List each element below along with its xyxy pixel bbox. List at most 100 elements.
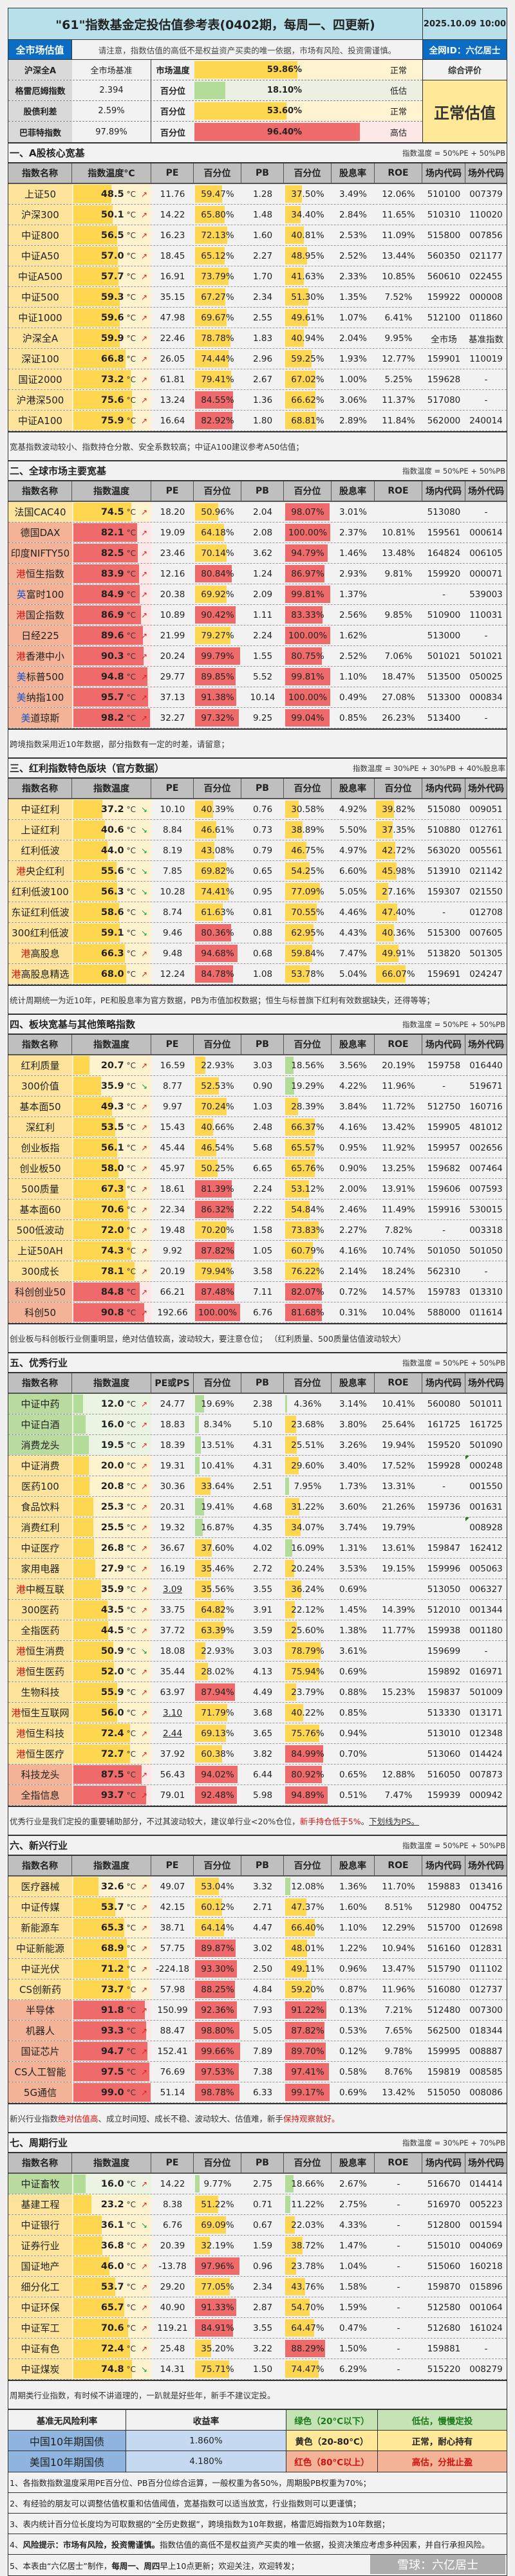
column-header[interactable]: 指数温度: [72, 1856, 151, 1875]
otc-code[interactable]: 014424: [465, 1744, 507, 1764]
exchange-code[interactable]: 513000: [427, 630, 461, 641]
index-row[interactable]: 红利低波 44.0 °C ↘ 8.19 43.08% 0.79 46.75% 4.97% 42.7…: [8, 840, 507, 861]
index-row[interactable]: 中证800 56.5 °C ↗ 16.23 72.13% 1.60 40.81% 2.53% 11…: [8, 225, 507, 246]
column-header[interactable]: 百分位: [194, 779, 241, 798]
otc-code[interactable]: 009051: [465, 799, 507, 819]
exchange-code[interactable]: 563020: [427, 845, 461, 856]
column-header[interactable]: PB: [241, 2153, 284, 2173]
otc-code[interactable]: 110031: [465, 605, 507, 625]
index-row[interactable]: 医疗器械 32.6 °C ↗ 49.07 53.04% 3.32 12.08% 1.36% 11.…: [8, 1876, 507, 1897]
exchange-code[interactable]: 501050: [427, 1245, 461, 1256]
index-row[interactable]: 上证50AH 74.3 °C ↗ 9.92 87.82% 1.05 60.79% 4.16% 10…: [8, 1241, 507, 1261]
otc-code[interactable]: 050025: [465, 667, 507, 687]
exchange-code[interactable]: 516050: [427, 1769, 461, 1780]
index-row[interactable]: 中证传媒 53.7 °C ↗ 42.15 60.12% 2.71 47.37% 1.60% 8.5…: [8, 1897, 507, 1918]
exchange-code[interactable]: 515800: [427, 230, 461, 241]
otc-code[interactable]: -: [465, 1641, 507, 1661]
column-header[interactable]: 场外代码: [468, 486, 504, 497]
otc-code[interactable]: 013416: [465, 1876, 507, 1896]
exchange-code[interactable]: 513400: [427, 712, 461, 723]
column-header[interactable]: 百分位: [284, 1373, 332, 1393]
otc-code[interactable]: 501305: [465, 943, 507, 963]
index-row[interactable]: 英富时100 84.9 °C ↗ 20.38 69.92% 2.09 99.81% 1.37% -…: [8, 584, 507, 605]
index-row[interactable]: 中证医疗 26.8 °C ↗ 36.67 37.60% 4.02 16.09% 1.31% 13.…: [8, 1538, 507, 1559]
index-row[interactable]: 中证500 59.3 °C ↗ 35.15 67.27% 2.34 51.30% 1.35% 7.…: [8, 287, 507, 308]
otc-code[interactable]: 160218: [465, 2256, 507, 2276]
otc-code[interactable]: 008887: [465, 2041, 507, 2061]
index-row[interactable]: 中证煤炭 74.8 °C ↘ 14.31 75.71% 1.50 74.47% 6.29% -51…: [8, 2359, 507, 2380]
otc-code[interactable]: 110020: [465, 205, 507, 225]
exchange-code[interactable]: 510310: [427, 209, 461, 220]
index-row[interactable]: 500质量 67.3 °C ↗ 18.61 81.39% 2.24 53.12% 2.00% 13…: [8, 1179, 507, 1200]
index-row[interactable]: 中证环保 65.7 °C ↗ 40.90 91.33% 2.87 54.70% 1.59% -51…: [8, 2297, 507, 2318]
index-row[interactable]: 港恒生指数 83.9 °C ↗ 12.16 80.84% 1.24 86.97% 2.93% 9.…: [8, 564, 507, 584]
index-row[interactable]: 港中概互联 35.9 °C ↗ 3.09 35.56% 3.55 36.24% 0.69% 513…: [8, 1579, 507, 1600]
otc-code[interactable]: 003318: [465, 1220, 507, 1240]
exchange-code[interactable]: 513820: [427, 948, 461, 959]
exchange-code[interactable]: 159995: [427, 2046, 461, 2057]
exchange-code[interactable]: 560350: [427, 250, 461, 261]
column-header[interactable]: 场外代码: [468, 1861, 504, 1871]
index-row[interactable]: 中证A500 57.7 °C ↗ 16.91 73.79% 1.70 41.63% 2.33% 1…: [8, 266, 507, 287]
column-header[interactable]: PE: [151, 481, 194, 501]
exchange-code[interactable]: 513080: [427, 506, 461, 517]
index-row[interactable]: 300红利低波 59.1 °C ↘ 9.46 80.36% 0.88 62.95% 4.43% 4…: [8, 923, 507, 943]
index-row[interactable]: 中证1000 59.6 °C ↗ 47.98 69.67% 2.55 49.61% 1.07% 6…: [8, 308, 507, 328]
otc-code[interactable]: 005223: [465, 2194, 507, 2214]
otc-code[interactable]: 161725: [465, 1414, 507, 1434]
column-header[interactable]: 百分位: [194, 163, 241, 183]
exchange-code[interactable]: 512980: [427, 1902, 461, 1913]
exchange-code[interactable]: 159682: [427, 1163, 461, 1174]
otc-code[interactable]: 519671: [465, 1076, 507, 1096]
column-header[interactable]: PE: [151, 2153, 194, 2173]
index-row[interactable]: 印度NIFTY50 82.5 °C ↗ 23.46 70.14% 3.62 94.79% 1.4…: [8, 543, 507, 564]
index-row[interactable]: 家用电器 27.9 °C ↗ 16.19 35.46% 2.72 20.24% 3.53% 19.…: [8, 1559, 507, 1579]
index-row[interactable]: 科创50 90.8 °C ↗ 192.66 100.00% 6.76 81.68% 0.31% 1…: [8, 1302, 507, 1323]
index-row[interactable]: 沪港深500 75.6 °C ↗ 13.24 84.55% 1.36 66.62% 3.06% 1…: [8, 390, 507, 411]
exchange-code[interactable]: 501021: [427, 651, 461, 662]
exchange-code[interactable]: 159922: [427, 292, 461, 302]
column-header[interactable]: PB: [241, 1373, 284, 1393]
index-row[interactable]: 中证银行 36.1 °C ↘ 6.76 69.09% 0.67 22.03% 4.33% -512…: [8, 2215, 507, 2236]
otc-code[interactable]: 000071: [465, 564, 507, 584]
index-row[interactable]: 中证有色 72.4 °C ↗ 25.48 35.20% 3.22 88.29% 1.50% -15…: [8, 2339, 507, 2359]
column-header[interactable]: PE: [151, 1035, 194, 1054]
column-header[interactable]: 指数温度: [72, 1035, 151, 1054]
exchange-code[interactable]: 159783: [427, 1286, 461, 1297]
otc-code[interactable]: 007593: [465, 1179, 507, 1199]
column-header[interactable]: 百分位: [194, 1856, 241, 1875]
index-row[interactable]: 机器人 93.3 °C ↗ 88.47 98.80% 5.05 87.82% 0.53% 7.65…: [8, 2021, 507, 2041]
otc-code[interactable]: 001550: [465, 1476, 507, 1496]
exchange-code[interactable]: 562500: [427, 2025, 461, 2036]
exchange-code[interactable]: 159847: [427, 1543, 461, 1553]
column-header[interactable]: ROE: [375, 1373, 422, 1393]
otc-code[interactable]: 011860: [465, 308, 507, 328]
otc-code[interactable]: 001180: [465, 1620, 507, 1640]
exchange-code[interactable]: 159606: [427, 1183, 461, 1194]
exchange-code[interactable]: 159920: [427, 568, 461, 579]
index-row[interactable]: 中证军工 70.6 °C ↗ 119.21 84.91% 3.55 64.47% 0.47% -5…: [8, 2318, 507, 2339]
column-header[interactable]: 百分位: [284, 163, 332, 183]
column-header[interactable]: ROE: [375, 481, 422, 501]
index-row[interactable]: 沪深全A 59.9 °C ↗ 22.46 78.78% 1.83 40.94% 2.04% 9.9…: [8, 328, 507, 349]
exchange-code[interactable]: 513010: [427, 1728, 461, 1739]
exchange-code[interactable]: 512800: [427, 2219, 461, 2230]
otc-code[interactable]: 013171: [465, 1703, 507, 1723]
otc-code[interactable]: 013310: [465, 1282, 507, 1302]
exchange-code[interactable]: 515790: [427, 1963, 461, 1974]
column-header[interactable]: PE: [151, 163, 194, 183]
otc-code[interactable]: 501009: [465, 1682, 507, 1702]
exchange-code[interactable]: 159916: [427, 1204, 461, 1215]
index-row[interactable]: 全指信息 93.7 °C ↗ 79.01 92.48% 5.98 94.89% 0.51% 7.4…: [8, 1785, 507, 1806]
exchange-code[interactable]: -: [442, 907, 445, 918]
exchange-code[interactable]: 161725: [427, 1419, 461, 1430]
index-row[interactable]: 中证消费 20.0 °C ↗ 19.31 10.41% 4.31 29.60% 3.40% 17.…: [8, 1456, 507, 1476]
exchange-code[interactable]: 全市场: [431, 334, 457, 345]
exchange-code[interactable]: 515080: [427, 804, 461, 815]
otc-code[interactable]: -: [465, 369, 507, 389]
otc-code[interactable]: 012348: [465, 1723, 507, 1743]
column-header[interactable]: 指数名称: [8, 779, 72, 798]
exchange-code[interactable]: -: [442, 1481, 445, 1492]
exchange-code[interactable]: 512010: [427, 1604, 461, 1615]
exchange-code[interactable]: 159957: [427, 1142, 461, 1153]
